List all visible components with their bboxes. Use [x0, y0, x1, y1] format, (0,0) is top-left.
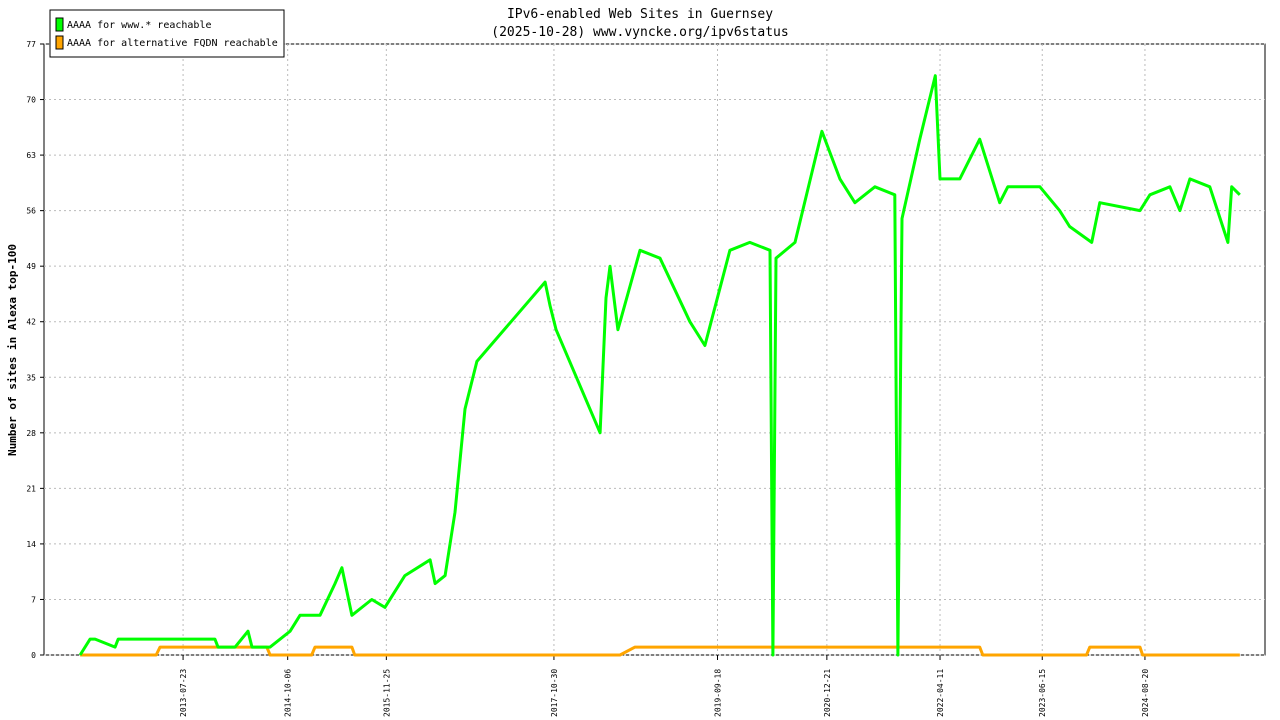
y-axis-label: Number of sites in Alexa top-100: [6, 244, 19, 456]
x-tick-label: 2023-06-15: [1038, 669, 1047, 717]
chart-title: IPv6-enabled Web Sites in Guernsey: [507, 7, 773, 22]
legend-swatch: [55, 35, 64, 50]
x-tick-label: 2013-07-23: [179, 669, 188, 717]
legend-swatch: [55, 17, 64, 32]
x-tick-label: 2024-08-20: [1141, 669, 1150, 717]
y-tick-label: 28: [26, 429, 36, 438]
x-tick-label: 2014-10-06: [284, 669, 293, 717]
chart-subtitle: (2025-10-28) www.vyncke.org/ipv6status: [491, 25, 788, 40]
legend-box: [49, 9, 285, 58]
y-tick-label: 42: [26, 318, 36, 327]
x-tick-label: 2020-12-21: [823, 669, 832, 717]
x-tick-label: 2022-04-11: [936, 669, 945, 717]
x-tick-label: 2015-11-25: [382, 669, 391, 717]
x-tick-label: 2017-10-30: [550, 669, 559, 717]
y-tick-label: 49: [26, 262, 36, 271]
y-tick-label: 21: [26, 484, 36, 493]
series-line: [80, 645, 1240, 657]
series-line: [78, 74, 1241, 657]
y-tick-label: 63: [26, 151, 36, 160]
y-tick-label: 70: [26, 96, 36, 105]
y-tick-label: 35: [26, 373, 36, 382]
legend-label: AAAA for alternative FQDN reachable: [67, 38, 278, 49]
y-tick-label: 7: [31, 595, 36, 604]
y-tick-label: 56: [26, 207, 36, 216]
x-tick-label: 2019-09-18: [713, 669, 722, 717]
legend-label: AAAA for www.* reachable: [67, 20, 212, 31]
y-tick-label: 77: [26, 40, 36, 49]
y-tick-label: 14: [26, 540, 36, 549]
y-tick-label: 0: [31, 651, 36, 660]
